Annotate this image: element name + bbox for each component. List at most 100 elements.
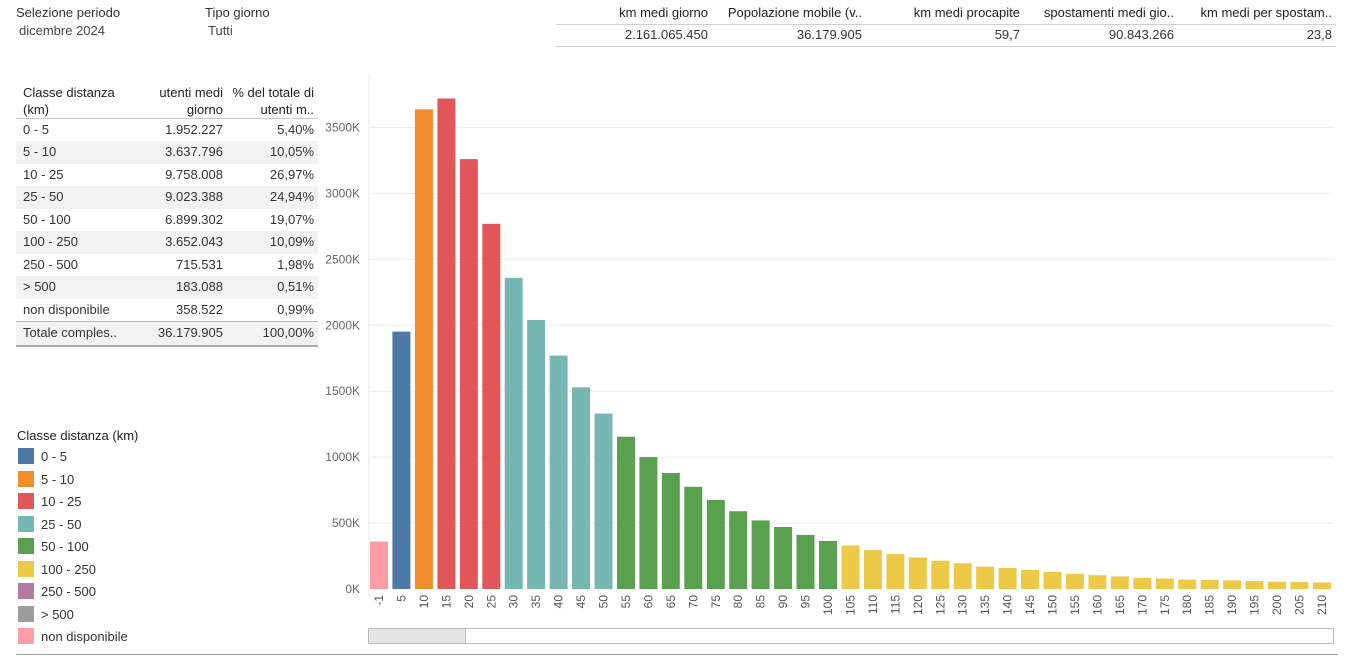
cell-perc: 0,99% bbox=[277, 301, 314, 317]
bar-190[interactable] bbox=[1223, 580, 1242, 589]
x-tick-label: 90 bbox=[776, 595, 790, 609]
cell-classe: Totale comples.. bbox=[16, 321, 137, 347]
y-tick-label: 2000K bbox=[325, 318, 360, 332]
bar-130[interactable] bbox=[953, 563, 972, 589]
bar-10[interactable] bbox=[414, 109, 433, 590]
bar-120[interactable] bbox=[908, 557, 927, 589]
table-row[interactable]: 25 - 50 9.023.388 24,94% bbox=[16, 186, 318, 209]
scrollbar-thumb[interactable] bbox=[369, 629, 467, 643]
kpi-label: spostamenti medi gio.. bbox=[1043, 5, 1174, 20]
bar-70[interactable] bbox=[684, 486, 703, 589]
bar-210[interactable] bbox=[1312, 582, 1331, 589]
bar-90[interactable] bbox=[774, 527, 793, 589]
bar-75[interactable] bbox=[706, 500, 725, 589]
bar-100[interactable] bbox=[819, 540, 837, 589]
table-row[interactable]: non disponibile 358.522 0,99% bbox=[16, 299, 318, 322]
bar-205[interactable] bbox=[1290, 582, 1309, 589]
bar-145[interactable] bbox=[1021, 569, 1039, 589]
bar-185[interactable] bbox=[1200, 580, 1219, 589]
bar-170[interactable] bbox=[1133, 577, 1152, 589]
bar-160[interactable] bbox=[1088, 575, 1107, 589]
filter-tipo-giorno-value[interactable]: Tutti bbox=[208, 23, 233, 38]
bar-155[interactable] bbox=[1065, 573, 1084, 589]
kpi-value: 90.843.266 bbox=[1108, 27, 1174, 42]
bar-115[interactable] bbox=[886, 554, 905, 589]
bar-175[interactable] bbox=[1155, 578, 1174, 590]
kpi-label: km medi procapite bbox=[913, 5, 1020, 20]
legend-item[interactable]: 0 - 5 bbox=[18, 447, 67, 465]
legend-item[interactable]: 50 - 100 bbox=[18, 537, 89, 555]
bar-85[interactable] bbox=[751, 520, 770, 589]
cell-utenti: 9.758.008 bbox=[165, 166, 223, 182]
bar-140[interactable] bbox=[998, 567, 1017, 589]
bar--1[interactable] bbox=[370, 541, 388, 590]
table-row[interactable]: 100 - 250 3.652.043 10,09% bbox=[16, 231, 318, 254]
legend-item[interactable]: > 500 bbox=[18, 605, 74, 623]
x-tick-label: 150 bbox=[1046, 595, 1060, 615]
x-tick-label: 45 bbox=[574, 595, 588, 609]
bar-25[interactable] bbox=[482, 223, 501, 590]
legend-item[interactable]: 25 - 50 bbox=[18, 515, 81, 533]
bar-55[interactable] bbox=[617, 436, 635, 589]
bar-5[interactable] bbox=[392, 331, 411, 589]
bar-95[interactable] bbox=[796, 534, 815, 589]
chart-scrollbar[interactable] bbox=[368, 628, 1334, 644]
bar-50[interactable] bbox=[594, 413, 613, 589]
x-tick-label: -1 bbox=[372, 595, 386, 606]
cell-perc: 24,94% bbox=[223, 186, 318, 209]
x-tick-label: 30 bbox=[507, 595, 521, 609]
kpi-value: 2.161.065.450 bbox=[624, 27, 708, 42]
bar-60[interactable] bbox=[639, 457, 658, 589]
x-tick-label: 95 bbox=[799, 595, 813, 609]
bar-20[interactable] bbox=[459, 159, 478, 589]
bar-135[interactable] bbox=[976, 566, 995, 589]
legend-item[interactable]: non disponibile bbox=[18, 627, 128, 645]
bottom-divider bbox=[16, 654, 1338, 655]
table-row[interactable]: > 500 183.088 0,51% bbox=[16, 276, 318, 299]
bar-200[interactable] bbox=[1268, 581, 1286, 589]
bar-30[interactable] bbox=[504, 277, 523, 589]
bar-80[interactable] bbox=[729, 511, 748, 589]
legend-label: 0 - 5 bbox=[41, 448, 68, 464]
y-axis-ticks: 0K 500K 1000K 1500K 2000K 2500K 3000K 3500K bbox=[325, 121, 360, 597]
x-tick-label: 115 bbox=[888, 595, 902, 614]
bar-15[interactable] bbox=[437, 98, 456, 590]
table-row[interactable]: 10 - 25 9.758.008 26,97% bbox=[16, 164, 318, 187]
legend-item[interactable]: 10 - 25 bbox=[18, 492, 81, 510]
x-tick-label: 135 bbox=[978, 595, 992, 615]
bar-110[interactable] bbox=[863, 550, 882, 589]
bar-65[interactable] bbox=[661, 473, 680, 589]
cell-utenti: 9.023.388 bbox=[137, 186, 223, 209]
bar-180[interactable] bbox=[1178, 579, 1197, 590]
cell-classe: 5 - 10 bbox=[16, 141, 137, 164]
cell-classe: 10 - 25 bbox=[23, 166, 64, 182]
bar-45[interactable] bbox=[572, 387, 590, 589]
bar-165[interactable] bbox=[1110, 576, 1129, 590]
bar-125[interactable] bbox=[931, 560, 950, 589]
table-row[interactable]: 50 - 100 6.899.302 19,07% bbox=[16, 209, 318, 232]
table-total-row[interactable]: Totale comples.. 36.179.905 100,00% bbox=[16, 321, 318, 347]
table-row[interactable]: 5 - 10 3.637.796 10,05% bbox=[16, 141, 318, 164]
legend-item[interactable]: 250 - 500 bbox=[18, 582, 96, 600]
bar-195[interactable] bbox=[1245, 581, 1264, 589]
cell-classe: 100 - 250 bbox=[16, 231, 137, 254]
bar-35[interactable] bbox=[527, 320, 546, 589]
legend-label: 25 - 50 bbox=[41, 516, 82, 532]
x-tick-label: 190 bbox=[1225, 595, 1239, 615]
bar-105[interactable] bbox=[841, 545, 860, 590]
legend-swatch bbox=[18, 606, 34, 622]
cell-utenti: 36.179.905 bbox=[137, 321, 223, 347]
table-row[interactable]: 0 - 5 1.952.227 5,40% bbox=[16, 118, 318, 141]
x-axis-ticks: -1 5 10 15 20 25 30 35 40 45 50 55 60 65 70 75 80 85 90 95 1… bbox=[372, 595, 1329, 615]
legend-label: 50 - 100 bbox=[41, 538, 89, 554]
x-tick-label: 205 bbox=[1292, 595, 1306, 615]
bar-150[interactable] bbox=[1043, 571, 1062, 589]
cell-perc: 10,09% bbox=[223, 231, 318, 254]
cell-perc: 10,05% bbox=[223, 141, 318, 164]
filter-periodo-value[interactable]: dicembre 2024 bbox=[19, 23, 105, 38]
bar-40[interactable] bbox=[549, 355, 568, 589]
legend-item[interactable]: 5 - 10 bbox=[18, 470, 74, 488]
table-row[interactable]: 250 - 500 715.531 1,98% bbox=[16, 254, 318, 277]
legend-item[interactable]: 100 - 250 bbox=[18, 560, 96, 578]
cell-utenti: 715.531 bbox=[176, 256, 223, 272]
